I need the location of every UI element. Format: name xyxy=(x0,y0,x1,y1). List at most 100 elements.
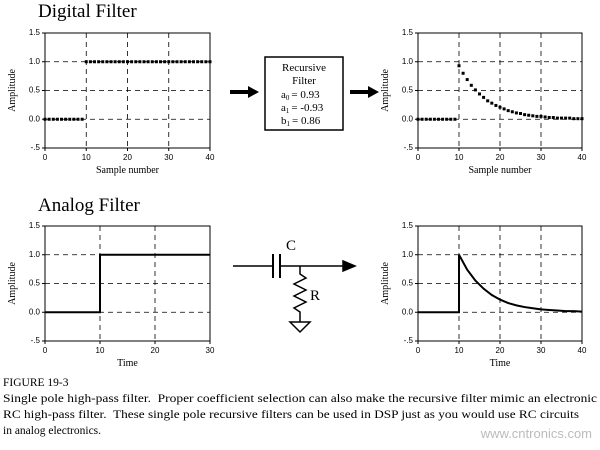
data-point xyxy=(88,60,92,64)
resistor-label: R xyxy=(310,288,320,304)
y-tick-label: 1.0 xyxy=(402,250,414,259)
data-point xyxy=(93,60,96,64)
data-point xyxy=(97,60,101,64)
data-point xyxy=(424,117,428,121)
data-point xyxy=(51,117,55,121)
data-point xyxy=(445,117,449,121)
data-point xyxy=(76,117,80,121)
data-point xyxy=(510,110,514,114)
y-tick-label: 1.0 xyxy=(29,57,41,66)
x-tick-label: 20 xyxy=(496,346,505,355)
section-heading: Digital Filter xyxy=(38,1,137,22)
data-point xyxy=(420,117,424,121)
y-tick-label: 0.0 xyxy=(29,114,41,123)
data-point xyxy=(121,60,125,64)
data-point xyxy=(179,60,183,64)
arrow xyxy=(230,86,259,98)
x-tick-label: 0 xyxy=(43,346,48,355)
y-tick-label: 1.0 xyxy=(29,250,41,259)
y-tick-label: 0.5 xyxy=(402,86,414,95)
y-axis-label: Amplitude xyxy=(380,262,391,305)
data-point xyxy=(43,117,47,121)
section-heading: Analog Filter xyxy=(38,195,141,216)
coefficient: b1 = 0.86 xyxy=(281,115,321,128)
data-point xyxy=(80,117,84,121)
x-tick-label: 10 xyxy=(82,153,91,162)
data-point xyxy=(531,114,535,118)
caption-line: Single pole high-pass filter. Proper coe… xyxy=(3,393,597,405)
data-point xyxy=(469,83,473,87)
watermark: www.cntronics.com xyxy=(480,426,592,441)
data-point xyxy=(523,113,527,117)
x-tick-label: 30 xyxy=(537,346,546,355)
data-point xyxy=(84,60,88,64)
data-point xyxy=(72,117,76,121)
box-title: Recursive xyxy=(282,62,326,74)
data-point xyxy=(55,117,59,121)
x-tick-label: 10 xyxy=(96,346,105,355)
y-tick-label: 0.0 xyxy=(402,307,414,316)
data-point xyxy=(47,117,51,121)
x-tick-label: 10 xyxy=(455,153,464,162)
y-tick-label: 1.5 xyxy=(402,28,414,37)
data-point xyxy=(432,117,436,121)
data-point xyxy=(453,117,457,121)
data-point xyxy=(441,117,445,121)
x-tick-label: 30 xyxy=(537,153,546,162)
figure-label: FIGURE 19-3 xyxy=(3,377,69,389)
data-point xyxy=(150,60,154,64)
x-axis-label: Sample number xyxy=(96,165,160,176)
data-point xyxy=(555,116,559,120)
data-point xyxy=(109,60,113,64)
data-point xyxy=(527,113,531,117)
caption-line: in analog electronics. xyxy=(3,425,101,437)
data-point xyxy=(183,60,187,64)
x-axis-label: Time xyxy=(117,358,138,369)
data-point xyxy=(461,71,465,75)
data-point xyxy=(547,116,551,120)
data-point xyxy=(514,111,518,115)
data-point xyxy=(113,60,117,64)
data-point xyxy=(482,95,486,99)
data-point xyxy=(572,117,576,121)
data-point xyxy=(105,60,109,64)
caption-line: RC high-pass filter. These single pole r… xyxy=(3,409,580,421)
data-point xyxy=(498,105,502,109)
x-tick-label: 0 xyxy=(416,346,421,355)
x-axis-label: Sample number xyxy=(468,165,532,176)
data-point xyxy=(68,117,72,121)
data-point xyxy=(506,109,510,113)
data-point xyxy=(560,116,563,120)
data-point xyxy=(138,60,142,64)
y-tick-label: 1.5 xyxy=(402,221,414,230)
circuit xyxy=(233,254,357,334)
chart: -.5 0.0 0.5 1.0 1.5 0 10 20 30 40 Sample number Amp… xyxy=(380,28,587,176)
data-point xyxy=(146,60,150,64)
data-point xyxy=(564,116,568,120)
data-point xyxy=(502,107,506,111)
data-point xyxy=(551,116,555,120)
y-tick-label: 0.5 xyxy=(29,279,41,288)
data-point xyxy=(159,60,162,64)
y-tick-label: 0.5 xyxy=(29,86,41,95)
filter-box: Recursive Filter a0 = 0.93 a1 = -0.93 b1 = … xyxy=(264,56,344,131)
y-tick-label: 0.0 xyxy=(402,114,414,123)
data-point xyxy=(196,60,200,64)
data-point xyxy=(486,99,490,103)
data-point xyxy=(167,60,171,64)
x-tick-label: 40 xyxy=(578,346,587,355)
x-tick-label: 0 xyxy=(43,153,48,162)
x-tick-label: 30 xyxy=(164,153,173,162)
data-line xyxy=(45,253,210,314)
coefficient: a0 = 0.93 xyxy=(281,89,320,102)
y-tick-label: 0.5 xyxy=(402,279,414,288)
box-title: Filter xyxy=(292,75,316,87)
data-point xyxy=(175,60,179,64)
data-point xyxy=(192,60,195,64)
arrow xyxy=(350,86,379,98)
data-point xyxy=(142,60,146,64)
data-point xyxy=(465,78,469,82)
data-point xyxy=(490,101,494,105)
x-tick-label: 40 xyxy=(578,153,587,162)
